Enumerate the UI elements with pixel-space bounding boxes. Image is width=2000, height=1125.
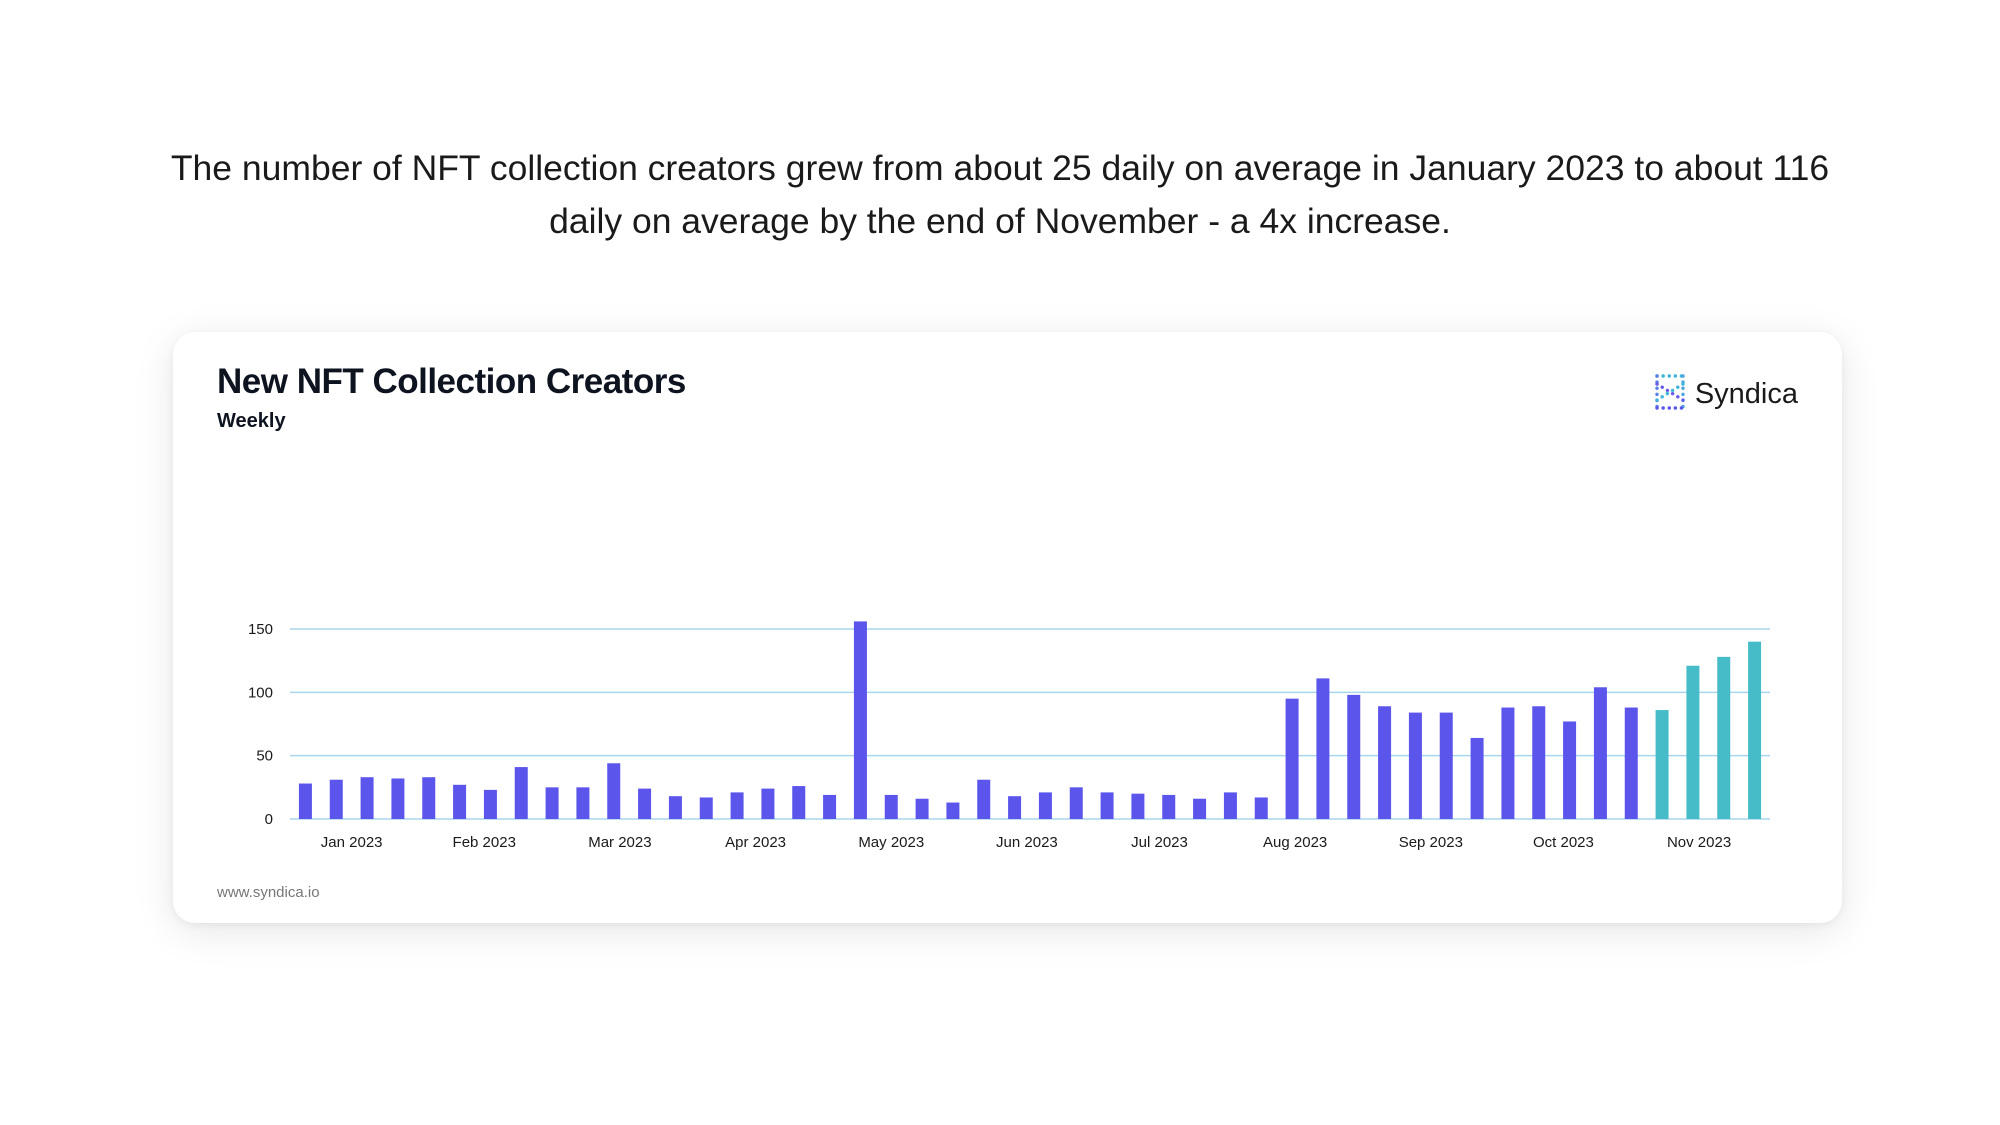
bar xyxy=(792,786,806,819)
chart-subtitle: Weekly xyxy=(217,410,286,432)
bar xyxy=(1378,706,1392,819)
bar xyxy=(1470,737,1484,819)
bar xyxy=(453,784,467,819)
bar xyxy=(1162,794,1176,819)
source-url: www.syndica.io xyxy=(217,884,320,901)
bar xyxy=(1008,796,1022,819)
y-tick-label: 150 xyxy=(248,621,273,638)
bar xyxy=(1347,694,1361,819)
x-tick-label: Jun 2023 xyxy=(996,834,1058,851)
bar xyxy=(1563,721,1577,819)
bar xyxy=(761,788,775,819)
bar xyxy=(360,777,374,819)
bar xyxy=(1223,792,1237,819)
bar xyxy=(1193,798,1207,819)
bar xyxy=(1069,787,1083,819)
bar xyxy=(1316,678,1330,819)
x-tick-label: Oct 2023 xyxy=(1533,834,1594,851)
bar xyxy=(1593,687,1607,819)
x-tick-label: Sep 2023 xyxy=(1399,834,1463,851)
y-tick-label: 100 xyxy=(248,684,273,701)
bar xyxy=(946,802,960,819)
bar xyxy=(915,798,929,819)
bar xyxy=(607,763,621,819)
headline: The number of NFT collection creators gr… xyxy=(170,148,1830,241)
bar xyxy=(483,789,497,819)
bar-chart: 0 50 100 150 Jan 2023 Feb 2023 Mar 2023 Apr 202… xyxy=(248,621,1770,851)
bar xyxy=(514,767,528,819)
x-tick-label: Nov 2023 xyxy=(1667,834,1731,851)
syndica-logo-icon xyxy=(1653,372,1687,417)
bar xyxy=(1408,712,1422,819)
bar xyxy=(884,794,898,819)
bar xyxy=(1748,641,1762,819)
bar xyxy=(1686,665,1700,819)
bar xyxy=(1624,707,1638,819)
x-tick-label: Apr 2023 xyxy=(725,834,786,851)
x-tick-label: Jul 2023 xyxy=(1131,834,1188,851)
x-tick-label: Feb 2023 xyxy=(453,834,516,851)
x-tick-label: Mar 2023 xyxy=(588,834,651,851)
bar xyxy=(853,621,867,819)
bar xyxy=(699,797,713,819)
bar xyxy=(391,778,405,819)
bar xyxy=(1100,792,1114,819)
bar xyxy=(638,788,652,819)
chart-card: New NFT Collection Creators Weekly Syndi… xyxy=(173,332,1842,923)
bar xyxy=(329,779,343,819)
x-tick-label: Jan 2023 xyxy=(321,834,383,851)
chart-title: New NFT Collection Creators xyxy=(217,362,686,401)
bar xyxy=(1254,797,1268,819)
bar xyxy=(1439,712,1453,819)
bar xyxy=(1131,793,1145,819)
bar xyxy=(1655,710,1669,819)
bar xyxy=(298,783,312,819)
bar xyxy=(545,787,559,819)
bar xyxy=(730,792,744,819)
x-tick-label: May 2023 xyxy=(858,834,924,851)
bar xyxy=(823,794,837,819)
brand-name: Syndica xyxy=(1694,378,1798,410)
bar xyxy=(576,787,590,819)
y-tick-label: 50 xyxy=(256,748,273,765)
bar xyxy=(977,779,991,819)
brand: Syndica xyxy=(1653,372,1798,417)
y-tick-label: 0 xyxy=(265,811,273,828)
bar xyxy=(1285,698,1299,819)
x-tick-label: Aug 2023 xyxy=(1263,834,1327,851)
bar xyxy=(668,796,682,819)
bar xyxy=(422,777,436,819)
bar xyxy=(1532,706,1546,819)
bar xyxy=(1717,656,1731,819)
bar xyxy=(1501,707,1515,819)
bar xyxy=(1038,792,1052,819)
